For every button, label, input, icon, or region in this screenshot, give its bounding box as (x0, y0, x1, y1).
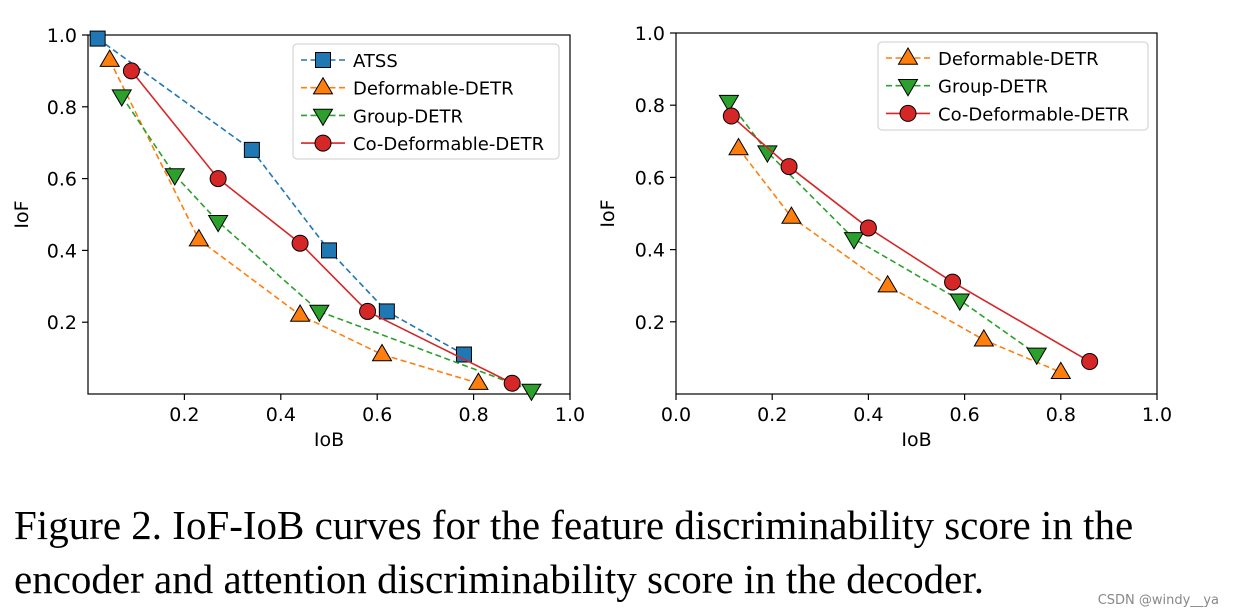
data-point (521, 383, 542, 402)
x-tick-label: 0.8 (458, 404, 488, 426)
x-tick-label: 0.6 (362, 404, 392, 426)
legend-label: Group-DETR (353, 106, 463, 127)
x-tick-label: 0.0 (661, 404, 691, 426)
series-group-detr (111, 89, 542, 402)
legend: Deformable-DETR Group-DETR Co-Deformable-D… (877, 41, 1149, 131)
data-point (944, 273, 962, 291)
legend: ATSS Deformable-DETR Group-DETR Co-Deformab… (292, 43, 560, 160)
x-tick-label: 0.4 (853, 404, 883, 426)
series-deformable-detr (728, 137, 1072, 380)
data-point (468, 372, 489, 390)
data-point (378, 303, 395, 320)
x-tick-label: 0.2 (169, 404, 199, 426)
series-atss (89, 30, 472, 363)
figure-caption: Figure 2. IoF-IoB curves for the feature… (14, 502, 1134, 602)
y-tick-label: 0.2 (635, 312, 665, 334)
data-point (1026, 347, 1048, 366)
legend-label: Co-Deformable-DETR (353, 134, 544, 155)
legend-marker (312, 108, 334, 127)
data-point (321, 242, 337, 259)
series-line (737, 148, 1062, 374)
plot-frame (675, 32, 1158, 395)
series-group-detr (718, 94, 1048, 366)
x-axis-label: IoB (901, 429, 931, 451)
data-point (209, 170, 227, 188)
data-point (122, 62, 140, 80)
legend-label: Deformable-DETR (353, 79, 514, 100)
data-point (877, 274, 899, 293)
y-tick-label: 0.6 (47, 169, 77, 191)
data-point (99, 49, 121, 67)
y-tick-label: 0.4 (47, 240, 77, 262)
chart-panel-1: 0.2 0.4 0.6 0.8 1.0 0.2 0.4 0.6 0.8 1.0 IoB IoF ATSS… (11, 25, 585, 451)
data-point (291, 234, 309, 252)
data-point (243, 141, 260, 158)
data-point (949, 293, 971, 312)
chart-panel-2: 0.0 0.2 0.4 0.6 0.8 1.0 0.2 0.4 0.6 0.8 1.0 IoB IoF D… (597, 23, 1172, 451)
data-point (1081, 353, 1099, 371)
series-co-deformable-detr (122, 62, 521, 392)
data-point (757, 145, 778, 164)
data-point (164, 168, 186, 186)
data-point (359, 302, 377, 320)
series-deformable-detr (99, 49, 489, 390)
data-point (207, 214, 229, 233)
data-point (1050, 361, 1072, 380)
legend-marker (314, 134, 332, 152)
legend-label: Group-DETR (938, 77, 1048, 98)
x-tick-label: 1.0 (1142, 404, 1172, 426)
plot-frame (87, 34, 571, 395)
legend-marker (315, 52, 331, 68)
data-point (111, 89, 133, 108)
x-tick-label: 0.8 (1046, 404, 1076, 426)
legend-label: Deformable-DETR (938, 49, 1099, 70)
data-point (781, 206, 802, 224)
data-point (503, 374, 521, 392)
data-point (308, 304, 330, 323)
y-tick-label: 0.2 (47, 312, 77, 334)
data-point (728, 137, 749, 156)
data-point (973, 328, 995, 347)
x-axis-label: IoB (314, 429, 344, 451)
data-point (289, 304, 311, 322)
y-tick-label: 0.8 (47, 97, 77, 119)
y-axis-label: IoF (11, 200, 33, 228)
series-co-deformable-detr (722, 107, 1099, 371)
y-tick-label: 1.0 (47, 25, 77, 47)
data-point (188, 228, 210, 247)
data-point (718, 94, 740, 113)
y-tick-label: 0.4 (635, 240, 665, 262)
x-tick-label: 0.2 (757, 404, 787, 426)
legend-box (877, 41, 1149, 131)
legend-marker (899, 104, 917, 122)
data-point (89, 30, 106, 47)
watermark: CSDN @windy__ya (1097, 593, 1219, 608)
data-point (722, 107, 740, 125)
y-tick-label: 0.6 (635, 167, 665, 189)
legend-label: Co-Deformable-DETR (938, 104, 1129, 125)
legend-label: ATSS (353, 51, 398, 72)
legend-box (292, 43, 560, 160)
series-line (728, 101, 1038, 355)
x-tick-label: 0.6 (949, 404, 979, 426)
x-tick-label: 0.4 (266, 404, 296, 426)
legend-marker (897, 47, 919, 65)
data-point (843, 232, 865, 250)
data-point (371, 343, 393, 362)
legend-marker (897, 79, 919, 97)
y-axis-label: IoF (597, 199, 619, 227)
data-point (859, 219, 877, 237)
legend-marker (312, 76, 334, 95)
x-tick-label: 1.0 (555, 404, 585, 426)
data-point (780, 158, 798, 176)
y-tick-label: 1.0 (635, 23, 665, 45)
y-tick-label: 0.8 (635, 95, 665, 117)
series-line (730, 115, 1091, 363)
